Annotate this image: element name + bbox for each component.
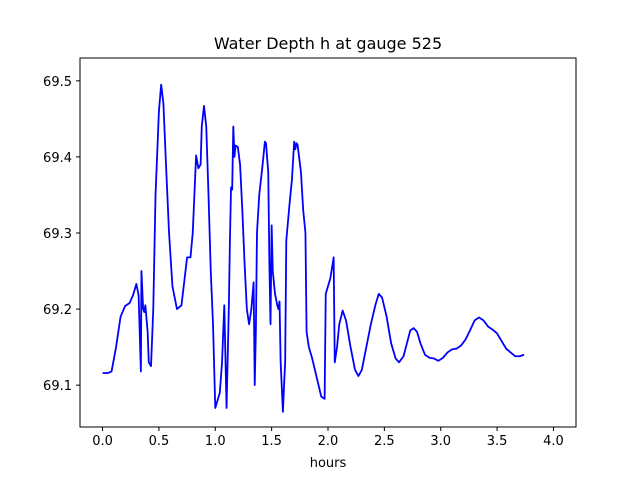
- x-tick-label: 0.0: [92, 434, 113, 449]
- x-tick-label: 1.5: [261, 434, 282, 449]
- x-tick-label: 3.0: [430, 434, 451, 449]
- y-tick-label: 69.3: [43, 227, 72, 242]
- chart-title: Water Depth h at gauge 525: [214, 34, 442, 53]
- x-axis: 0.0 0.5 1.0 1.5 2.0 2.5 3.0 3.5 4.0: [92, 427, 564, 449]
- x-tick-label: 2.0: [318, 434, 339, 449]
- series-line-1: [102, 83, 525, 413]
- x-tick-label: 2.5: [374, 434, 395, 449]
- y-axis: 69.1 69.2 69.3 69.4 69.5: [43, 75, 80, 394]
- y-tick-label: 69.2: [43, 303, 72, 318]
- x-tick-label: 4.0: [543, 434, 564, 449]
- x-tick-label: 3.5: [487, 434, 508, 449]
- x-tick-label: 1.0: [205, 434, 226, 449]
- y-tick-label: 69.5: [43, 75, 72, 90]
- y-tick-label: 69.4: [43, 151, 72, 166]
- x-tick-label: 0.5: [149, 434, 170, 449]
- y-tick-label: 69.1: [43, 379, 72, 394]
- plot-area: [102, 83, 525, 413]
- x-axis-label: hours: [310, 456, 347, 471]
